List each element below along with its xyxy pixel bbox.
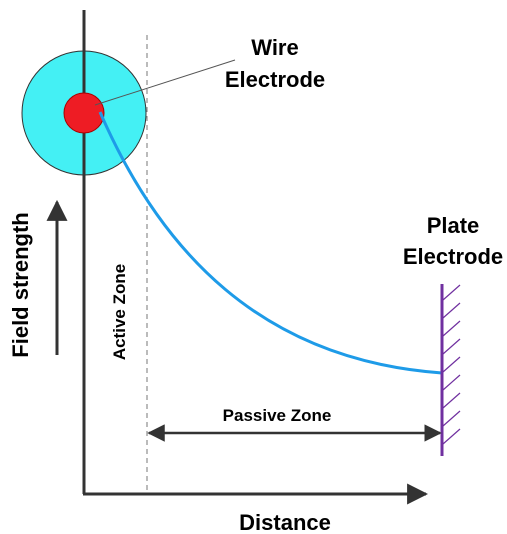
field-curve bbox=[98, 111, 443, 375]
plate-hatch bbox=[442, 284, 461, 445]
label: Electrode bbox=[403, 244, 503, 269]
label: Electrode bbox=[225, 67, 325, 92]
zone-label: Active Zone bbox=[110, 264, 129, 360]
label: Wire bbox=[251, 35, 298, 60]
label: Plate bbox=[427, 213, 480, 238]
x-axis-label: Distance bbox=[239, 510, 331, 534]
leader-line bbox=[94, 59, 236, 106]
y-axis-label: Field strength bbox=[8, 212, 33, 357]
wire-electrode bbox=[63, 92, 105, 134]
zone-label: Passive Zone bbox=[223, 406, 332, 425]
